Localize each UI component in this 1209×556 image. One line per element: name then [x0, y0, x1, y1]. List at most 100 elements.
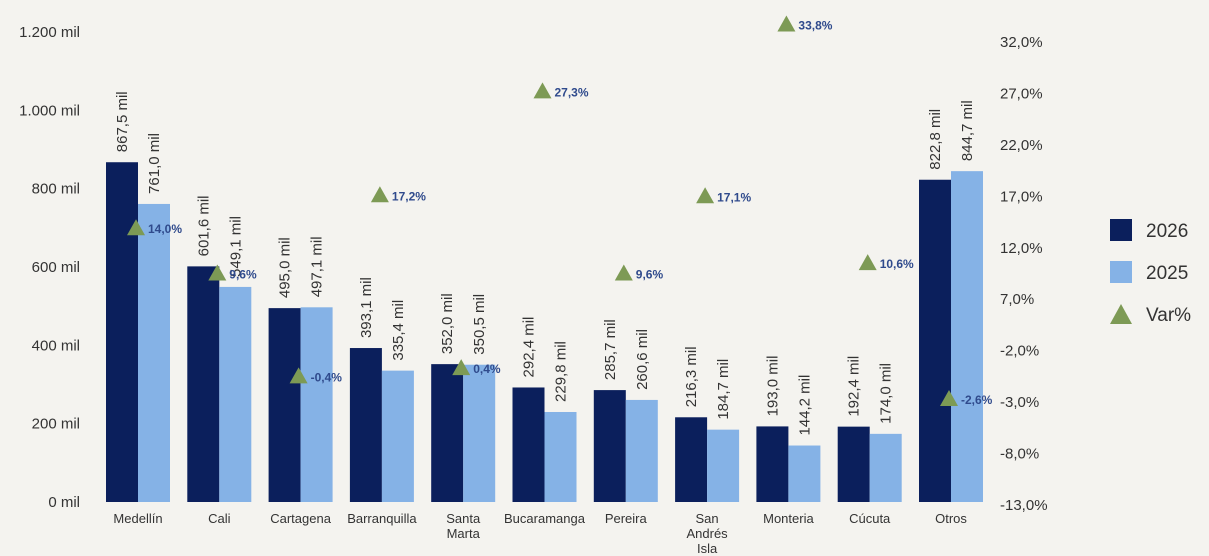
bar-value-label: 393,1 mil	[358, 277, 375, 338]
y-left-tick-label: 1.200 mil	[19, 24, 80, 41]
bar-value-label: 495,0 mil	[277, 237, 294, 298]
bar-value-label: 497,1 mil	[309, 236, 326, 297]
var-markers: 14,0% 9,6% -0,4% 17,2% 0,4% 27,3% 9,6% 17,1% 33,…	[127, 15, 993, 407]
bar-value-label: 285,7 mil	[602, 319, 619, 380]
bar-value-label: 193,0 mil	[764, 356, 781, 417]
var-marker	[452, 359, 471, 376]
category-label: Pereira	[605, 511, 648, 526]
category-label: San Andrés Isla	[686, 511, 728, 556]
bar-2026	[512, 387, 545, 502]
var-marker	[289, 367, 308, 384]
category-label: Monteria	[763, 511, 814, 526]
bar-labels: 867,5 mil 761,0 mil 601,6 mil 549,1 mil 495,…	[114, 91, 976, 435]
var-label: 14,0%	[148, 222, 182, 236]
var-label: 33,8%	[798, 18, 832, 32]
y-right-tick-label: -8,0%	[1000, 446, 1039, 463]
var-marker	[614, 264, 633, 281]
bar-2025	[463, 364, 496, 502]
bar-value-label: 761,0 mil	[146, 133, 163, 194]
bar-value-label: 844,7 mil	[959, 100, 976, 161]
legend-label: Var%	[1146, 305, 1191, 326]
y-axis-right: -13,0% -8,0% -3,0% -2,0% 7,0% 12,0% 17,0% 22,0%…	[1000, 34, 1048, 514]
bar-value-label: 260,6 mil	[634, 329, 651, 390]
var-label: 27,3%	[555, 85, 589, 99]
bar-2025	[138, 203, 170, 503]
bar-2026	[268, 308, 301, 502]
bar-value-label: 350,5 mil	[471, 294, 488, 355]
legend-label: 2025	[1146, 263, 1188, 284]
var-label: -0,4%	[311, 370, 343, 384]
var-label: 17,1%	[717, 190, 751, 204]
y-axis-left: 0 mil 200 mil 400 mil 600 mil 800 mil 1.000 m…	[19, 24, 80, 511]
bar-2026	[349, 348, 382, 502]
bar-2026	[106, 162, 138, 502]
legend-swatch	[1110, 261, 1132, 283]
var-label: 9,6%	[229, 267, 257, 281]
bar-2025	[219, 286, 252, 502]
y-right-tick-label: 12,0%	[1000, 240, 1043, 257]
bar-2026	[187, 266, 220, 502]
var-label: 0,4%	[473, 362, 501, 376]
var-marker	[696, 187, 715, 204]
var-marker	[533, 82, 552, 99]
y-right-tick-label: 22,0%	[1000, 137, 1043, 154]
bar-2025	[869, 433, 902, 502]
category-label: Bucaramanga	[504, 511, 586, 526]
y-left-tick-label: 200 mil	[32, 416, 80, 433]
y-right-tick-label: -2,0%	[1000, 343, 1039, 360]
category-label: Otros	[935, 511, 967, 526]
legend-swatch	[1110, 219, 1132, 241]
y-right-tick-label: -3,0%	[1000, 394, 1039, 411]
var-marker	[940, 389, 958, 406]
category-label: Medellín	[113, 511, 162, 526]
legend-triangle-icon	[1110, 304, 1132, 324]
var-marker	[127, 219, 145, 236]
y-left-tick-label: 0 mil	[48, 494, 80, 511]
legend: 2026 2025 Var%	[1110, 219, 1191, 326]
y-left-tick-label: 1.000 mil	[19, 102, 80, 119]
bar-value-label: 216,3 mil	[683, 346, 700, 407]
bar-value-label: 822,8 mil	[927, 109, 944, 170]
y-left-tick-label: 400 mil	[32, 337, 80, 354]
bar-2025	[788, 445, 821, 502]
y-left-tick-label: 800 mil	[32, 181, 80, 198]
bar-2026	[675, 417, 708, 502]
var-marker	[858, 254, 877, 271]
bar-value-label: 144,2 mil	[796, 375, 813, 436]
bar-2025	[625, 399, 658, 502]
bar-value-label: 292,4 mil	[521, 317, 538, 378]
bar-2025	[381, 370, 414, 502]
bar-value-label: 867,5 mil	[114, 91, 131, 152]
category-label: Cúcuta	[849, 511, 891, 526]
bar-2025	[300, 307, 333, 502]
bars	[106, 162, 983, 503]
var-label: 10,6%	[880, 257, 914, 271]
y-right-tick-label: 32,0%	[1000, 34, 1043, 51]
y-right-tick-label: -13,0%	[1000, 497, 1048, 514]
bar-value-label: 174,0 mil	[878, 363, 895, 424]
bar-2026	[919, 179, 951, 502]
bar-value-label: 184,7 mil	[715, 359, 732, 420]
bar-2026	[593, 390, 626, 502]
y-right-tick-label: 27,0%	[1000, 85, 1043, 102]
var-label: -2,6%	[961, 393, 993, 407]
category-label: Cali	[208, 511, 231, 526]
y-right-tick-label: 17,0%	[1000, 188, 1043, 205]
bar-value-label: 229,8 mil	[553, 341, 570, 402]
bar-2025	[544, 411, 577, 502]
bar-value-label: 352,0 mil	[439, 293, 456, 354]
bar-value-label: 335,4 mil	[390, 300, 407, 361]
category-label: Santa Marta	[446, 511, 481, 541]
category-label: Cartagena	[270, 511, 331, 526]
var-marker	[370, 186, 389, 203]
bar-2026	[837, 426, 870, 502]
y-right-tick-label: 7,0%	[1000, 291, 1034, 308]
var-marker	[777, 15, 796, 32]
bar-2026	[756, 426, 789, 502]
y-left-tick-label: 600 mil	[32, 259, 80, 276]
var-marker	[208, 264, 227, 281]
bar-2026	[431, 364, 464, 502]
bar-2025	[951, 171, 983, 502]
category-labels: Medellín Cali Cartagena Barranquilla Santa Ma…	[113, 511, 967, 556]
